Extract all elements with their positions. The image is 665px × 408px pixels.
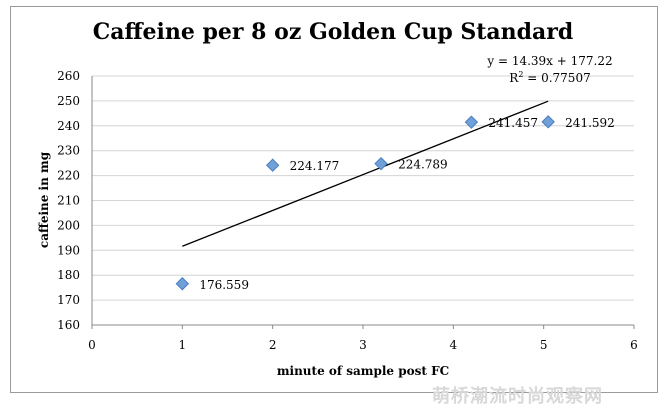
y-tick-label-260: 260 xyxy=(57,69,80,83)
r-squared: R2 = 0.77507 xyxy=(509,70,590,85)
x-axis-label: minute of sample post FC xyxy=(277,364,449,378)
trendline-equation: y = 14.39x + 177.22 xyxy=(486,54,612,68)
data-point-4 xyxy=(464,115,479,129)
r-squared-prefix: R xyxy=(509,71,519,85)
y-tick-label-220: 220 xyxy=(57,169,80,183)
x-tick-label-3: 3 xyxy=(359,338,367,352)
y-tick-label-210: 210 xyxy=(57,194,80,208)
y-tick-label-200: 200 xyxy=(57,218,80,232)
data-point-3 xyxy=(374,156,388,171)
watermark: 萌桥潮流时尚观察网 xyxy=(432,386,603,407)
y-tick-label-180: 180 xyxy=(57,268,80,282)
y-tick-label-240: 240 xyxy=(57,119,80,133)
data-label-5: 241.592 xyxy=(565,116,615,130)
grid-lines xyxy=(92,75,634,301)
r-squared-exponent: 2 xyxy=(518,70,523,79)
x-tick-label-0: 0 xyxy=(88,338,96,352)
y-tick-labels: 160 170 180 190 200 210 220 230 240 250 260 xyxy=(57,69,80,332)
data-label-1: 176.559 xyxy=(199,278,249,292)
x-tick-label-4: 4 xyxy=(450,338,458,352)
trendline xyxy=(182,100,549,247)
axes xyxy=(91,76,635,329)
y-tick-label-190: 190 xyxy=(57,243,80,257)
x-tick-label-1: 1 xyxy=(179,338,187,352)
x-tick-label-6: 6 xyxy=(630,338,638,352)
data-label-2: 224.177 xyxy=(290,159,340,173)
data-label-3: 224.789 xyxy=(398,158,448,172)
chart-title: Caffeine per 8 oz Golden Cup Standard xyxy=(93,19,574,45)
r-squared-value: = 0.77507 xyxy=(523,71,590,85)
data-points xyxy=(175,115,555,291)
y-tick-label-250: 250 xyxy=(57,94,80,108)
data-label-4: 241.457 xyxy=(488,116,538,130)
x-tick-labels: 0 1 2 3 4 5 6 xyxy=(88,338,638,352)
x-tick-label-5: 5 xyxy=(540,338,548,352)
y-tick-label-230: 230 xyxy=(57,144,80,158)
data-labels: 176.559 224.177 224.789 241.457 241.592 xyxy=(199,116,614,292)
y-tick-label-170: 170 xyxy=(57,293,80,307)
y-axis-label: caffeine in mg xyxy=(37,151,51,248)
data-point-1 xyxy=(175,277,190,291)
data-point-5 xyxy=(541,115,555,129)
chart-frame xyxy=(10,6,658,393)
x-tick-label-2: 2 xyxy=(269,338,277,352)
data-point-2 xyxy=(265,158,280,172)
y-tick-label-160: 160 xyxy=(57,318,80,332)
